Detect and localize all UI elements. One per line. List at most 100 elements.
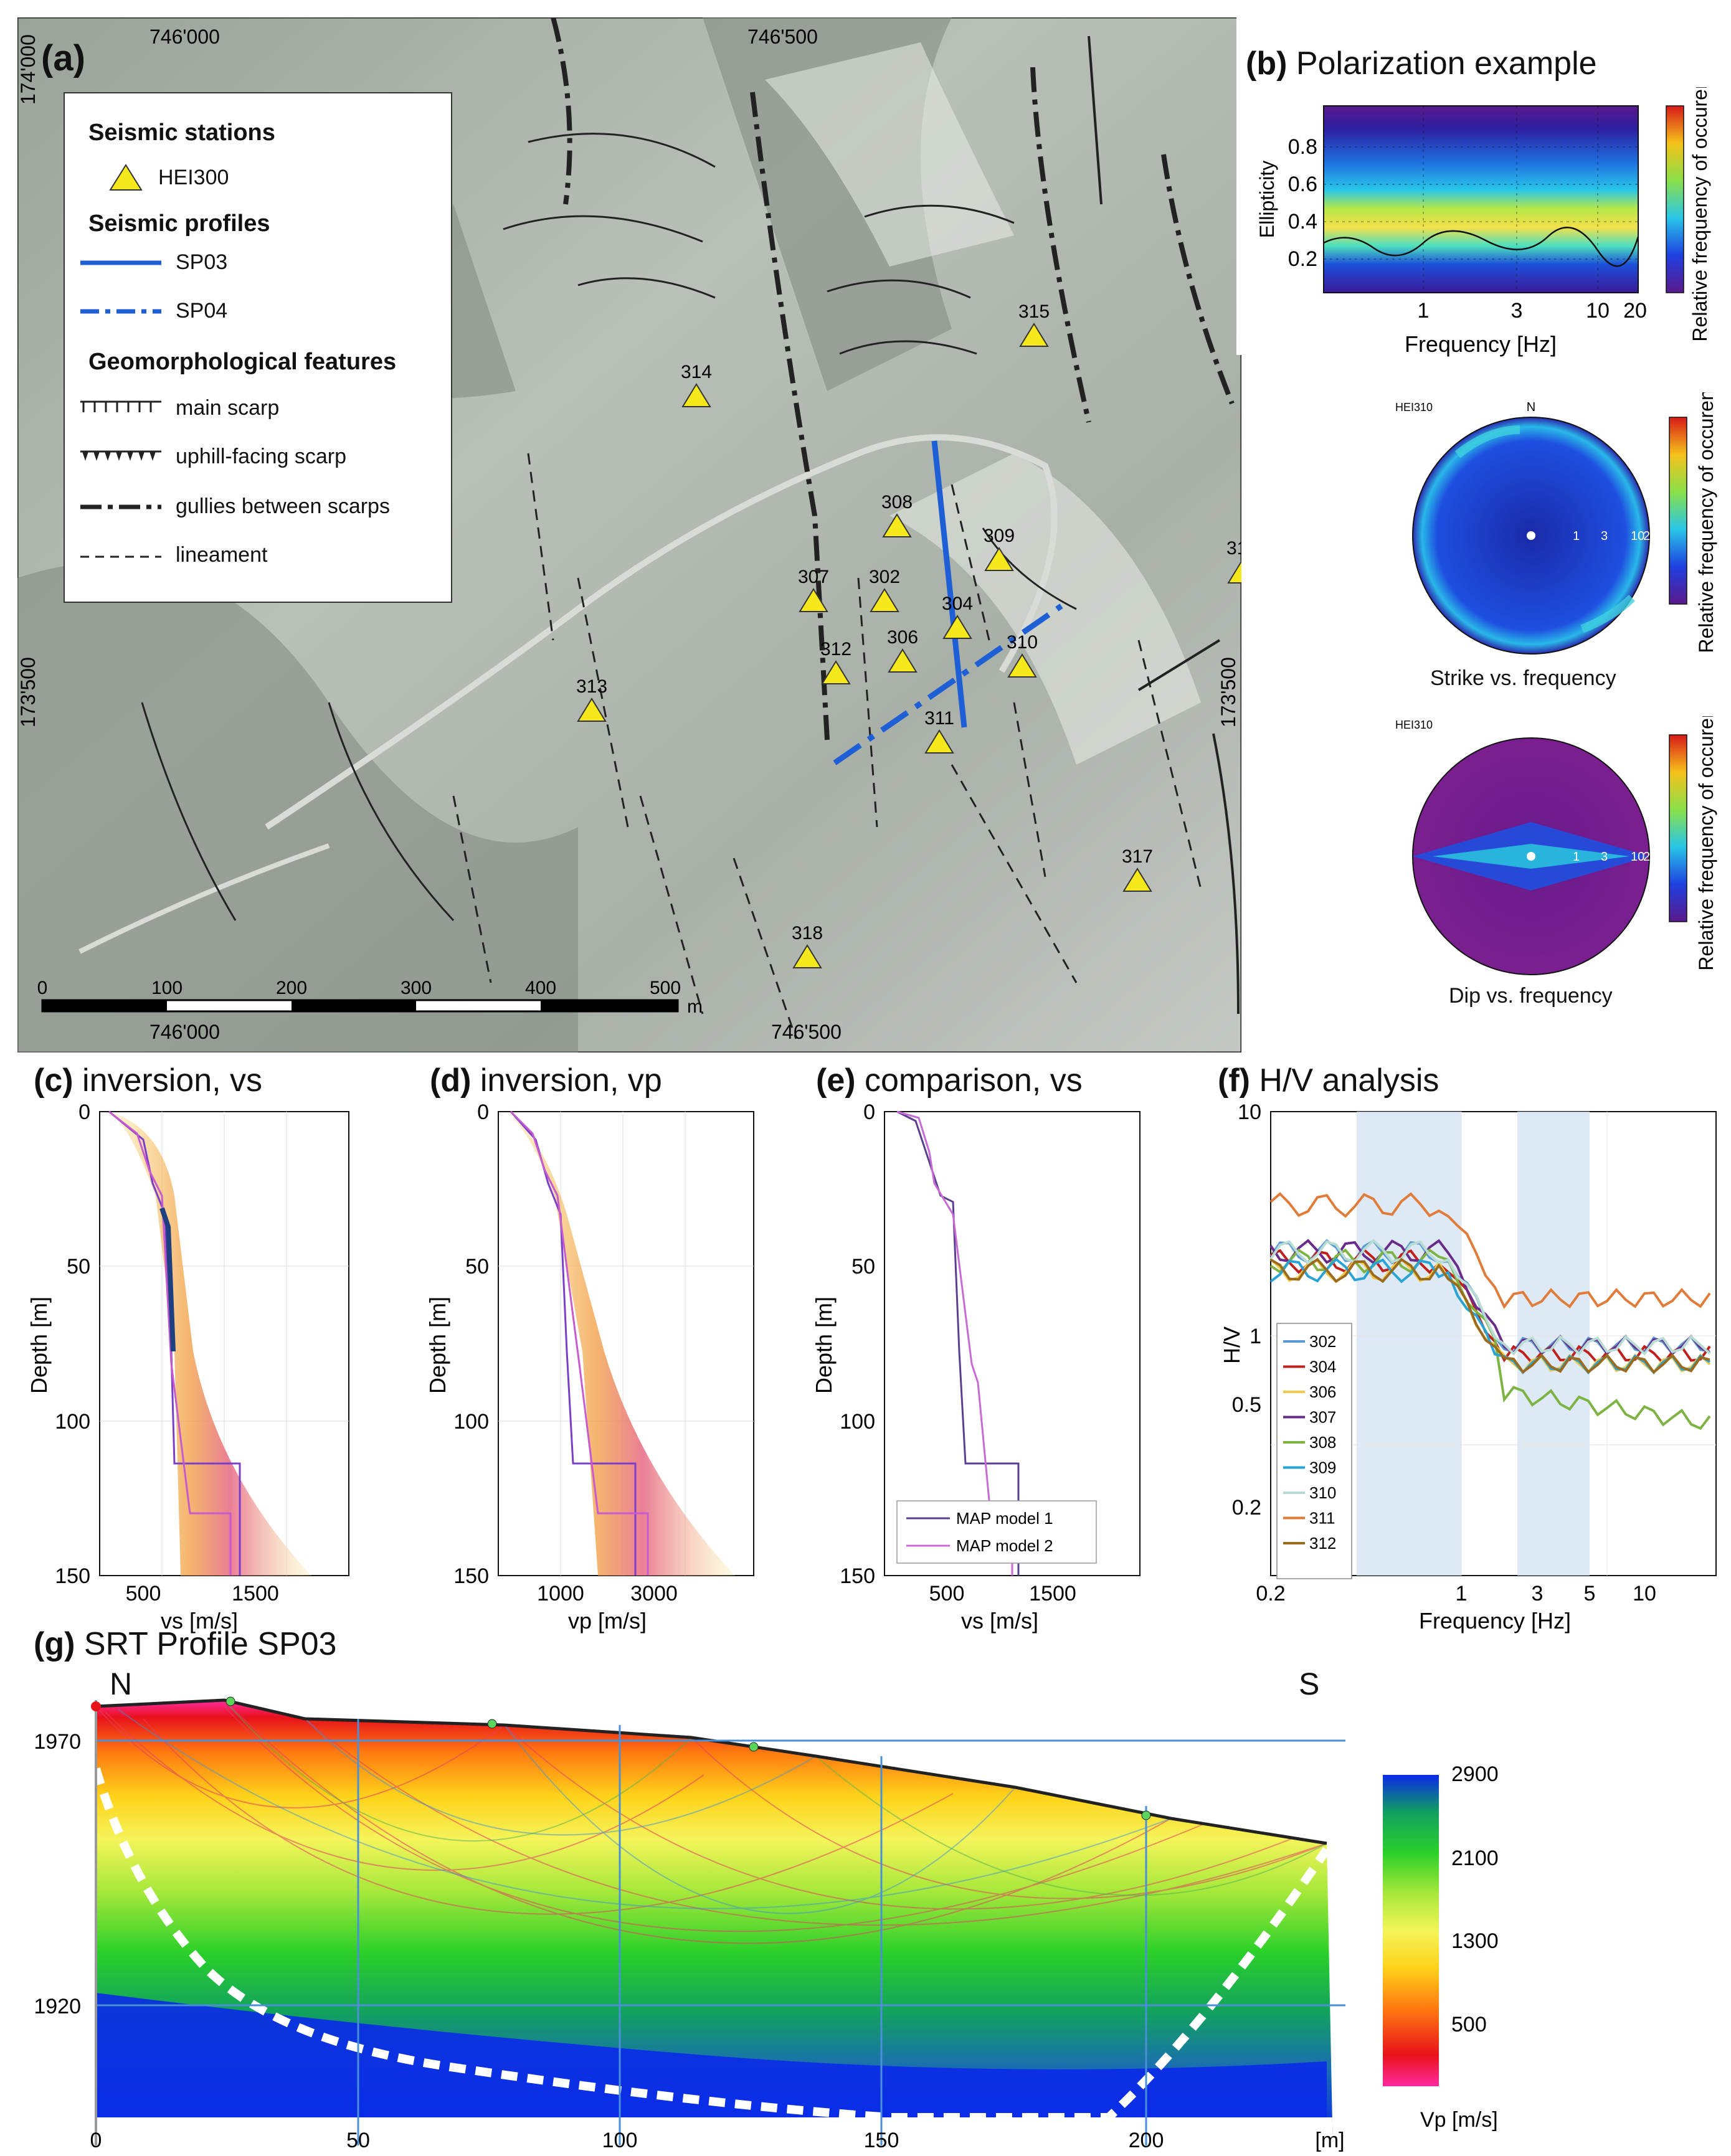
station-label: 309 [984,526,1015,546]
station-marker: 309 [984,526,1015,571]
scalebar-unit: m [687,996,703,1017]
srt-ytick-1: 1920 [34,1995,81,2018]
scalebar-tick: 500 [650,978,681,998]
e-ytick-2: 100 [840,1410,875,1434]
station-triangle-icon [1007,653,1037,678]
ellip-ylabel: Ellipticity [1256,161,1278,238]
e-xlabel: vs [m/s] [961,1608,1038,1634]
hv-legend-label: 304 [1309,1358,1336,1376]
panel-d-title: inversion, vp [480,1062,662,1099]
station-label: 306 [887,627,918,648]
legend-sp04-line-icon [80,309,161,314]
e-ytick-0: 0 [863,1102,875,1124]
profile-sp03-line [931,440,967,728]
hv-ytick-1: 1 [1250,1325,1261,1348]
strike-ring-1: 3 [1601,529,1608,543]
north-label: N [110,1667,133,1701]
hv-legend-label: 307 [1309,1408,1336,1427]
station-marker: 317 [1122,846,1153,892]
scalebar-tick: 100 [151,978,183,998]
station-marker: 315 [1018,301,1050,347]
station-triangle-icon [792,944,822,968]
legend-stations-heading: Seismic stations [88,120,275,146]
dip-ring-1: 3 [1601,850,1608,864]
panel-b-label: (b) [1246,45,1288,82]
station-triangle-icon [577,697,607,722]
ellip-ytick-1: 0.6 [1288,173,1317,196]
scalebar-tick: 200 [276,978,307,998]
station-label: 304 [942,593,973,614]
ellip-ytick-3: 0.2 [1288,247,1317,271]
panel-f-label: (f) [1218,1062,1250,1099]
station-marker: 316 [1226,538,1241,584]
ellip-cbar-label: Relative frequency of occurence [1689,87,1711,342]
station-triangle-icon [1019,323,1049,347]
hv-xtick-1: 1 [1456,1582,1468,1605]
station-label: 316 [1226,538,1241,559]
vp-cbar-tick-3: 500 [1451,2013,1487,2036]
strike-ring-2: 10 [1631,529,1644,543]
panel-d-heading: (d) inversion, vp [430,1062,662,1099]
vp-cbar-tick-2: 1300 [1451,1929,1499,1953]
station-marker: 304 [942,593,973,639]
map-legend: Seismic stations HEI300 Seismic profiles… [64,92,452,603]
d-ytick-2: 100 [453,1410,489,1434]
dip-ring-3: 20 [1643,850,1657,864]
hv-legend-label: 306 [1309,1383,1336,1401]
coord-x-top-right: 746'500 [747,26,818,48]
hv-legend-label: 312 [1309,1534,1336,1553]
station-label: 312 [820,639,851,660]
srt-ytick-0: 1970 [34,1730,81,1754]
station-triangle-icon [882,513,912,537]
station-triangle-icon [942,615,972,639]
station-triangle-icon [821,660,851,684]
hv-xtick-0: 0.2 [1256,1582,1285,1605]
c-ylabel: Depth [m] [26,1297,52,1394]
hv-series-312 [1269,1257,1710,1374]
coord-x-bottom-right: 746'500 [771,1021,842,1043]
station-label: 318 [792,923,823,943]
strike-ring-0: 1 [1573,529,1580,543]
station-marker: 318 [792,923,823,968]
strike-ring-3: 20 [1643,529,1657,543]
strike-caption: Strike vs. frequency [1430,666,1616,690]
station-marker: 310 [1007,632,1038,678]
panel-c-title: inversion, vs [82,1062,263,1099]
ellip-xtick-1: 3 [1511,299,1523,323]
c-ytick-3: 150 [55,1564,90,1588]
d-xtick-1: 3000 [630,1582,678,1605]
legend-gullies-icon [80,504,161,509]
ellipticity-plot: 0.8 0.6 0.4 0.2 1 3 10 20 Frequency [Hz]… [1256,87,1711,357]
hv-xlabel: Frequency [Hz] [1419,1608,1571,1634]
strike-polar-plot: HEI310 N 1 3 10 20 Relative frequency of… [1395,392,1717,655]
srt-xtick-0: 0 [90,2129,102,2152]
scalebar: 0 100 200 300 400 500 m [37,978,703,1017]
d-xlabel: vp [m/s] [568,1608,647,1634]
station-label: 314 [681,362,712,382]
station-marker: 307 [798,567,829,612]
station-label: 308 [881,492,913,513]
strike-north-label: N [1527,400,1535,414]
legend-sp03: SP03 [176,250,228,274]
c-ytick-1: 50 [67,1255,90,1279]
profile-sp04-line [833,603,1063,765]
e-ytick-3: 150 [840,1564,875,1588]
srt-xtick-2: 100 [602,2129,638,2152]
strike-station-label: HEI310 [1395,401,1433,414]
ellip-xtick-2: 10 [1586,299,1610,323]
station-triangle-icon [888,648,918,673]
panel-g-heading: (g) SRT Profile SP03 [34,1625,336,1663]
c-ytick-2: 100 [55,1410,90,1434]
dip-caption: Dip vs. frequency [1449,984,1613,1008]
c-xlabel: vs [m/s] [161,1608,238,1634]
panel-d-axes: 0 50 100 150 1000 3000 vp [m/s] Depth [m… [425,1102,754,1634]
panel-f-title: H/V analysis [1259,1062,1439,1099]
legend-station-triangle-icon [109,164,143,191]
dip-polar-plot: HEI310 1 3 10 20 Relative frequency of o… [1395,716,1717,975]
vp-cbar-tick-0: 2900 [1451,1762,1499,1786]
vp-cbar-tick-1: 2100 [1451,1846,1499,1870]
coord-y-left-top: 174'000 [17,34,39,105]
dip-cbar-label: Relative frequency of occurence [1695,716,1717,971]
legend-geomorph-heading: Geomorphological features [88,349,397,375]
